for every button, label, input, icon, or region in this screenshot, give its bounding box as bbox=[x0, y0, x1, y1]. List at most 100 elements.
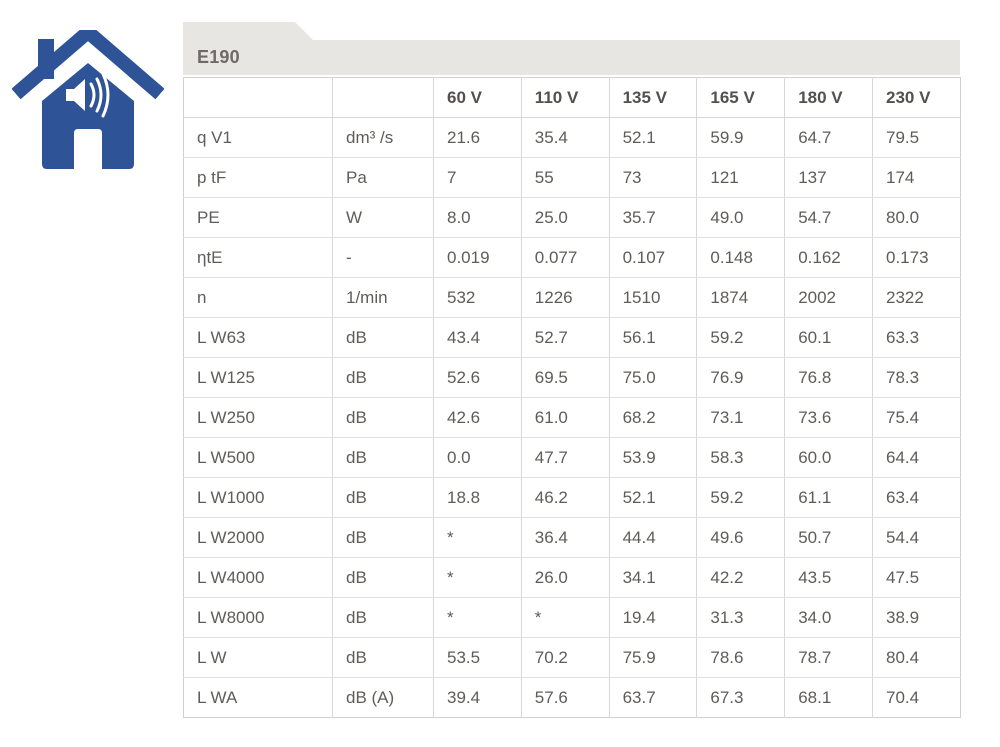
value-cell: 174 bbox=[872, 157, 961, 198]
value-cell: 7 bbox=[433, 157, 522, 198]
value-cell: 53.9 bbox=[609, 437, 698, 478]
value-cell: 0.148 bbox=[696, 237, 786, 278]
value-cell: 42.2 bbox=[696, 557, 786, 598]
sound-wave-3 bbox=[101, 72, 110, 118]
value-cell: 35.4 bbox=[521, 117, 610, 158]
value-cell: 47.5 bbox=[872, 557, 961, 598]
value-cell: 50.7 bbox=[784, 517, 873, 558]
table-row: L W4000 dB * 26.0 34.1 42.2 43.5 47.5 bbox=[183, 557, 961, 598]
value-cell: 64.4 bbox=[872, 437, 961, 478]
value-cell: 35.7 bbox=[609, 197, 698, 238]
value-cell: 2322 bbox=[872, 277, 961, 318]
value-cell: 59.2 bbox=[696, 477, 786, 518]
value-cell: 78.6 bbox=[696, 637, 786, 678]
value-cell: 80.0 bbox=[872, 197, 961, 238]
value-cell: 54.7 bbox=[784, 197, 873, 238]
value-cell: 52.1 bbox=[609, 117, 698, 158]
voltage-column-header: 110 V bbox=[521, 77, 610, 118]
value-cell: 39.4 bbox=[433, 677, 522, 718]
value-cell: 57.6 bbox=[521, 677, 610, 718]
value-cell: 34.0 bbox=[784, 597, 873, 638]
value-cell: 46.2 bbox=[521, 477, 610, 518]
speaker-icon bbox=[66, 79, 85, 111]
value-cell: 121 bbox=[696, 157, 786, 198]
value-cell: 73 bbox=[609, 157, 698, 198]
param-cell: p tF bbox=[183, 157, 333, 198]
tab-e190[interactable]: E190 bbox=[183, 22, 960, 75]
value-cell: 73.6 bbox=[784, 397, 873, 438]
value-cell: 1874 bbox=[696, 277, 786, 318]
value-cell: 1510 bbox=[609, 277, 698, 318]
voltage-column-header: 180 V bbox=[784, 77, 873, 118]
unit-cell: dB bbox=[332, 397, 434, 438]
door-shape bbox=[74, 129, 102, 169]
value-cell: 75.4 bbox=[872, 397, 961, 438]
value-cell: 21.6 bbox=[433, 117, 522, 158]
value-cell: 68.1 bbox=[784, 677, 873, 718]
unit-cell: W bbox=[332, 197, 434, 238]
value-cell: 0.0 bbox=[433, 437, 522, 478]
value-cell: 75.0 bbox=[609, 357, 698, 398]
value-cell: 25.0 bbox=[521, 197, 610, 238]
house-body-shape bbox=[42, 63, 134, 169]
param-cell: PE bbox=[183, 197, 333, 238]
param-cell: q V1 bbox=[183, 117, 333, 158]
table-row: L W63 dB 43.4 52.7 56.1 59.2 60.1 63.3 bbox=[183, 317, 961, 358]
value-cell: 58.3 bbox=[696, 437, 786, 478]
value-cell: 31.3 bbox=[696, 597, 786, 638]
value-cell: 73.1 bbox=[696, 397, 786, 438]
voltage-column-header: 60 V bbox=[433, 77, 522, 118]
value-cell: 44.4 bbox=[609, 517, 698, 558]
value-cell: 67.3 bbox=[696, 677, 786, 718]
value-cell: 63.4 bbox=[872, 477, 961, 518]
voltage-column-header: 135 V bbox=[609, 77, 698, 118]
value-cell: 0.019 bbox=[433, 237, 522, 278]
value-cell: 34.1 bbox=[609, 557, 698, 598]
value-cell: 52.1 bbox=[609, 477, 698, 518]
value-cell: 137 bbox=[784, 157, 873, 198]
table-row: L W8000 dB * * 19.4 31.3 34.0 38.9 bbox=[183, 597, 961, 638]
value-cell: 54.4 bbox=[872, 517, 961, 558]
param-cell: L W63 bbox=[183, 317, 333, 358]
param-cell: L W bbox=[183, 637, 333, 678]
sound-wave-1 bbox=[89, 82, 96, 108]
param-cell: L W1000 bbox=[183, 477, 333, 518]
table-row: p tF Pa 7 55 73 121 137 174 bbox=[183, 157, 961, 198]
unit-cell: dB bbox=[332, 557, 434, 598]
table-row: L W250 dB 42.6 61.0 68.2 73.1 73.6 75.4 bbox=[183, 397, 961, 438]
value-cell: 36.4 bbox=[521, 517, 610, 558]
voltage-column-header: 230 V bbox=[872, 77, 961, 118]
blank-header-cell bbox=[183, 77, 333, 118]
table-header-row: 60 V 110 V 135 V 165 V 180 V 230 V bbox=[183, 77, 961, 118]
unit-cell: - bbox=[332, 237, 434, 278]
value-cell: 38.9 bbox=[872, 597, 961, 638]
param-cell: L W125 bbox=[183, 357, 333, 398]
value-cell: 52.6 bbox=[433, 357, 522, 398]
value-cell: * bbox=[521, 597, 610, 638]
performance-table-wrap: 60 V 110 V 135 V 165 V 180 V 230 V q V1 dm³ /s… bbox=[183, 77, 961, 718]
value-cell: 63.3 bbox=[872, 317, 961, 358]
value-cell: 55 bbox=[521, 157, 610, 198]
unit-cell: dB bbox=[332, 357, 434, 398]
value-cell: 61.0 bbox=[521, 397, 610, 438]
table-row: L W500 dB 0.0 47.7 53.9 58.3 60.0 64.4 bbox=[183, 437, 961, 478]
value-cell: 49.0 bbox=[696, 197, 786, 238]
value-cell: 75.9 bbox=[609, 637, 698, 678]
unit-cell: dB bbox=[332, 517, 434, 558]
value-cell: 64.7 bbox=[784, 117, 873, 158]
param-cell: L W250 bbox=[183, 397, 333, 438]
param-cell: L W8000 bbox=[183, 597, 333, 638]
value-cell: 19.4 bbox=[609, 597, 698, 638]
value-cell: 60.0 bbox=[784, 437, 873, 478]
table-row: L W125 dB 52.6 69.5 75.0 76.9 76.8 78.3 bbox=[183, 357, 961, 398]
unit-cell: dB bbox=[332, 597, 434, 638]
unit-cell: dB bbox=[332, 317, 434, 358]
value-cell: 76.8 bbox=[784, 357, 873, 398]
param-cell: L W4000 bbox=[183, 557, 333, 598]
value-cell: 0.107 bbox=[609, 237, 698, 278]
value-cell: 0.173 bbox=[872, 237, 961, 278]
value-cell: 56.1 bbox=[609, 317, 698, 358]
value-cell: 78.3 bbox=[872, 357, 961, 398]
unit-cell: dB bbox=[332, 477, 434, 518]
datasheet-panel: E190 60 V 110 V 135 V 165 V 180 V 230 V q V1 d… bbox=[183, 22, 961, 718]
